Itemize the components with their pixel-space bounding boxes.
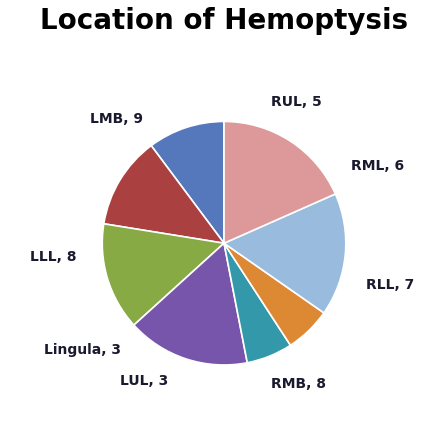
Wedge shape xyxy=(224,121,336,243)
Text: RML, 6: RML, 6 xyxy=(351,159,404,173)
Text: RLL, 7: RLL, 7 xyxy=(366,279,415,292)
Text: LLL, 8: LLL, 8 xyxy=(30,251,76,264)
Wedge shape xyxy=(104,146,224,243)
Text: RMB, 8: RMB, 8 xyxy=(271,377,326,391)
Wedge shape xyxy=(151,121,224,243)
Text: Lingula, 3: Lingula, 3 xyxy=(44,343,121,357)
Text: RUL, 5: RUL, 5 xyxy=(271,95,322,109)
Wedge shape xyxy=(224,243,324,345)
Wedge shape xyxy=(102,224,224,325)
Text: LMB, 9: LMB, 9 xyxy=(90,112,143,126)
Wedge shape xyxy=(224,194,346,313)
Title: Location of Hemoptysis: Location of Hemoptysis xyxy=(40,7,408,35)
Wedge shape xyxy=(224,243,291,363)
Wedge shape xyxy=(134,243,247,365)
Text: LUL, 3: LUL, 3 xyxy=(120,374,168,388)
